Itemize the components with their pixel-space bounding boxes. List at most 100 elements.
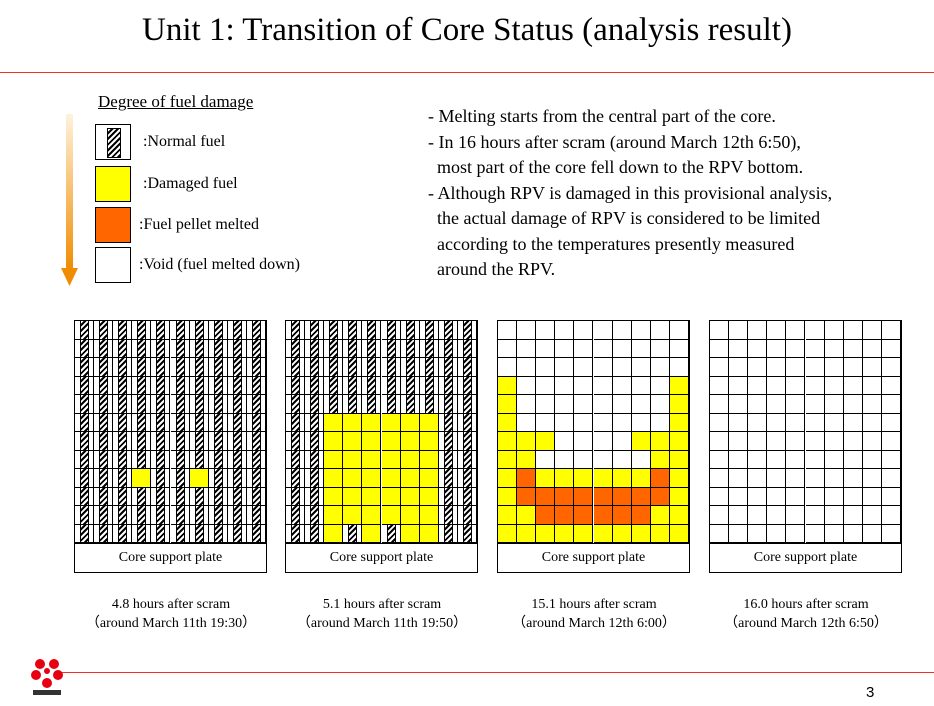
fuel-rod	[80, 339, 89, 357]
fuel-rod	[251, 487, 261, 505]
fuel-rod	[386, 376, 396, 394]
core-cell	[151, 432, 171, 451]
core-cell	[170, 450, 190, 469]
core-cell	[324, 524, 344, 543]
fuel-rod	[80, 432, 89, 450]
core-cell	[498, 376, 518, 395]
normal-fuel-swatch	[95, 124, 131, 160]
core-cell	[457, 469, 477, 488]
core-cell	[767, 395, 787, 414]
fuel-rod	[232, 450, 242, 468]
core-cell	[305, 339, 325, 358]
core-cell	[246, 413, 266, 432]
core-cell	[113, 432, 133, 451]
core-cell	[189, 321, 209, 340]
note-line: - In 16 hours after scram (around March …	[428, 131, 801, 152]
core-cell	[343, 358, 363, 377]
core-cell	[419, 487, 439, 506]
fuel-rod	[232, 413, 242, 431]
core-cell	[555, 321, 575, 340]
core-cell	[767, 321, 787, 340]
core-cell	[151, 524, 171, 543]
core-cell	[113, 339, 133, 358]
core-cell	[669, 395, 689, 414]
core-panel-2: Core support plate	[285, 320, 478, 573]
fuel-rod	[137, 432, 147, 450]
core-cell	[843, 506, 863, 525]
fuel-rod	[251, 469, 261, 487]
fuel-rod	[137, 487, 147, 505]
core-cell	[151, 506, 171, 525]
fuel-rod	[232, 395, 242, 413]
core-cell	[170, 339, 190, 358]
fuel-rod	[118, 524, 128, 542]
core-cell	[631, 506, 651, 525]
caption-date: （around March 11th 19:30）	[85, 616, 257, 631]
core-cell	[324, 376, 344, 395]
core-cell	[843, 358, 863, 377]
core-cell	[555, 395, 575, 414]
core-cell	[400, 358, 420, 377]
fuel-rod	[462, 432, 472, 450]
core-cell	[305, 413, 325, 432]
core-cell	[862, 506, 882, 525]
core-cell	[381, 321, 401, 340]
core-cell	[631, 339, 651, 358]
core-cell	[517, 358, 537, 377]
core-cell	[362, 339, 382, 358]
core-cell	[132, 506, 152, 525]
core-cell	[151, 339, 171, 358]
fuel-rod	[118, 413, 128, 431]
core-cell	[170, 432, 190, 451]
fuel-rod	[405, 321, 415, 339]
core-cell	[729, 395, 749, 414]
core-cell	[381, 358, 401, 377]
core-cell	[246, 506, 266, 525]
core-cell	[881, 395, 901, 414]
core-cell	[862, 395, 882, 414]
fuel-rod	[251, 450, 261, 468]
core-cell	[189, 339, 209, 358]
core-cell	[593, 358, 613, 377]
core-cell	[227, 395, 247, 414]
fuel-rod	[443, 358, 453, 376]
core-cell	[862, 413, 882, 432]
fuel-rod	[443, 413, 453, 431]
core-cell	[151, 321, 171, 340]
core-cell	[75, 413, 95, 432]
fuel-rod	[291, 524, 300, 542]
fuel-rod	[156, 432, 166, 450]
core-cell	[669, 450, 689, 469]
core-cell	[246, 321, 266, 340]
core-cell	[612, 450, 632, 469]
fuel-rod	[213, 524, 223, 542]
core-cell	[419, 395, 439, 414]
core-cell	[362, 506, 382, 525]
core-cell	[227, 487, 247, 506]
core-cell	[362, 413, 382, 432]
fuel-rod	[443, 376, 453, 394]
core-cell	[631, 413, 651, 432]
core-cell	[729, 487, 749, 506]
core-cell	[729, 321, 749, 340]
core-cell	[517, 487, 537, 506]
fuel-rod	[424, 321, 434, 339]
core-cell	[132, 339, 152, 358]
note-line: the actual damage of RPV is considered t…	[428, 208, 821, 228]
core-cell	[286, 469, 306, 488]
core-cell	[710, 506, 730, 525]
core-cell	[246, 469, 266, 488]
core-cell	[286, 376, 306, 395]
core-cell	[631, 450, 651, 469]
fuel-rod	[156, 339, 166, 357]
core-cell	[843, 469, 863, 488]
fuel-rod	[194, 395, 204, 413]
core-cell	[786, 450, 806, 469]
core-cell	[862, 469, 882, 488]
fuel-rod	[251, 432, 261, 450]
core-cell	[113, 487, 133, 506]
fuel-rod	[424, 395, 434, 413]
core-cell	[843, 432, 863, 451]
core-cell	[612, 432, 632, 451]
fuel-rod	[80, 524, 89, 542]
